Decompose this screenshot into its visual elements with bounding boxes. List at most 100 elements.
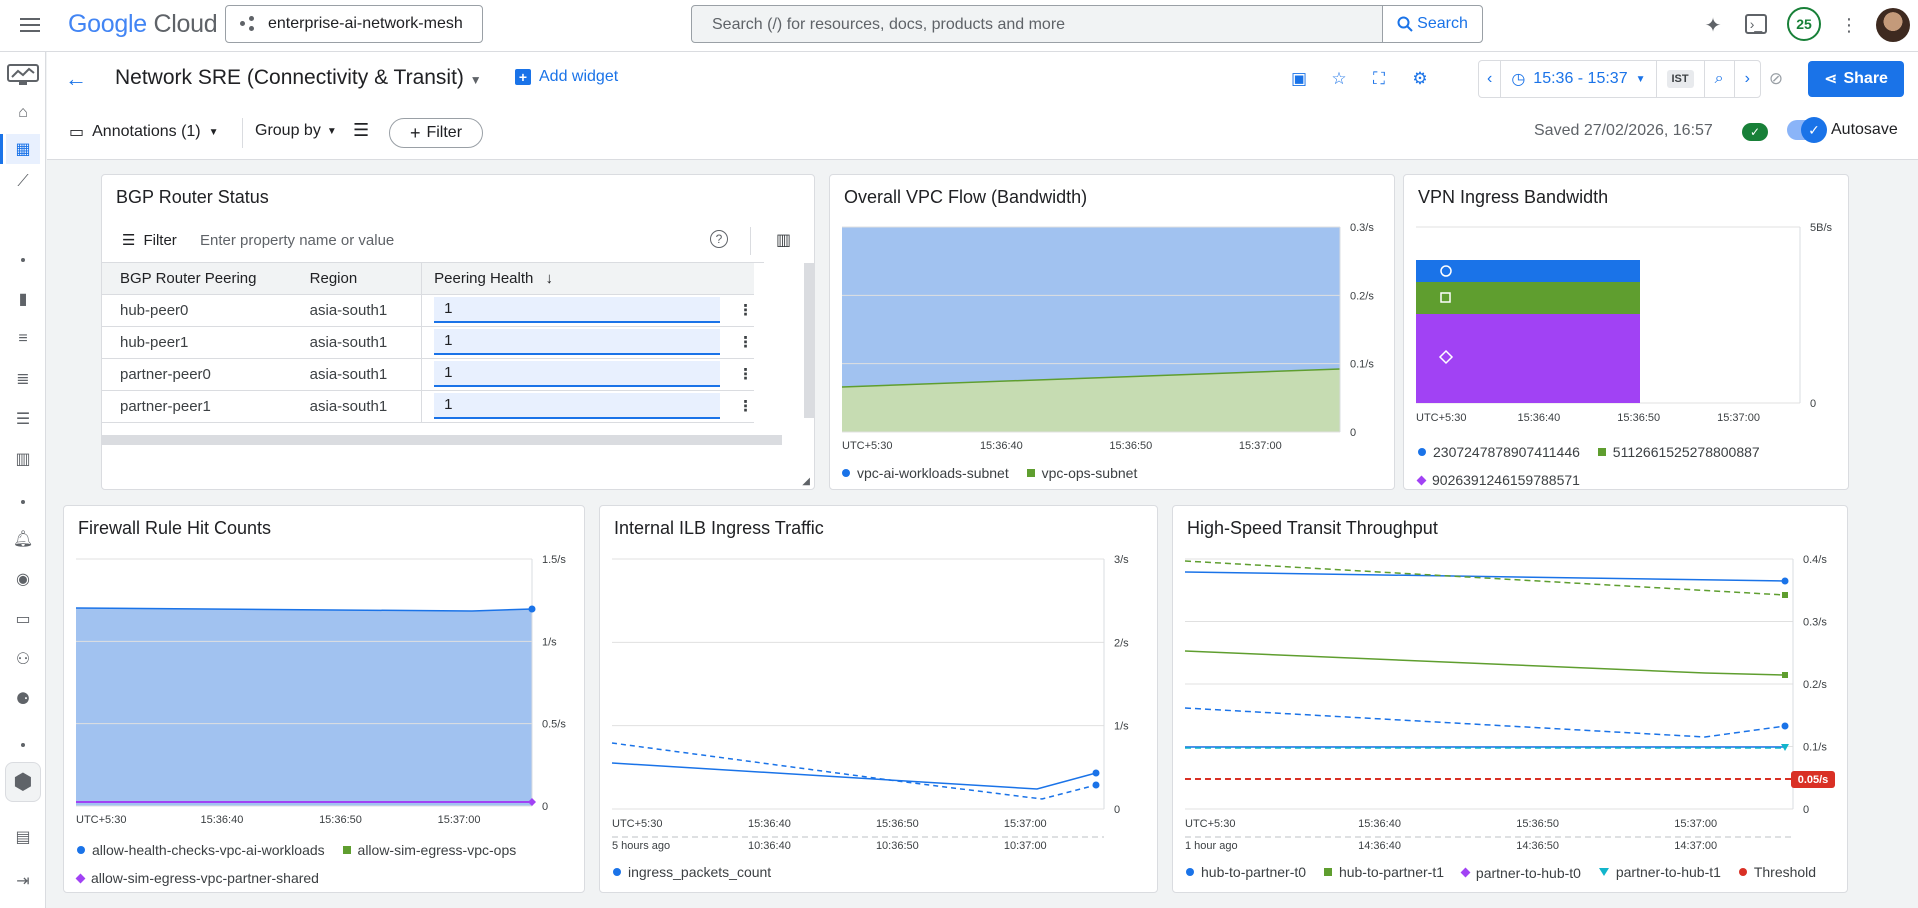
table-filter-button[interactable]: ☰ Filter <box>122 231 177 250</box>
table-row[interactable]: partner-peer1 asia-south1 1 ⋮ <box>102 390 754 423</box>
legend-item[interactable]: 9026391246159788571 <box>1416 467 1580 494</box>
legend-swatch <box>342 846 351 854</box>
project-picker[interactable]: enterprise-ai-network-mesh <box>225 5 483 43</box>
legend-item[interactable]: 5112661525278800887 <box>1597 439 1760 466</box>
search-input[interactable]: Search (/) for resources, docs, products… <box>712 16 1066 33</box>
trace-icon[interactable]: ☰ <box>15 411 31 428</box>
home-icon[interactable]: ⌂ <box>18 104 28 121</box>
legend-item[interactable]: allow-sim-egress-vpc-partner-shared <box>75 865 319 892</box>
search-bar[interactable]: Search (/) for resources, docs, products… <box>691 5 1483 43</box>
saved-timestamp: Saved 27/02/2026, 16:57 <box>1534 122 1713 139</box>
col-header-region[interactable]: Region <box>291 263 422 295</box>
share-label: Share <box>1843 70 1888 87</box>
vpc-flow-chart[interactable]: 0.3/s 0.2/s 0.1/s 0 UTC+5:30 15:36:40 15:36:50… <box>830 175 1396 491</box>
annotations-button[interactable]: ▭ Annotations (1) ▼ <box>69 122 219 142</box>
notifications-badge[interactable]: 25 <box>1787 7 1821 41</box>
avatar[interactable] <box>1876 8 1910 42</box>
legend-item[interactable]: allow-sim-egress-vpc-ops <box>342 837 516 864</box>
table-row[interactable]: hub-peer0 asia-south1 1 ⋮ <box>102 294 754 327</box>
more-vert-icon[interactable]: ⋮ <box>1840 14 1858 35</box>
col-header-health[interactable]: Peering Health ↓ <box>421 263 721 295</box>
release-notes-icon[interactable]: ▤ <box>15 829 31 846</box>
row-menu-icon[interactable]: ⋮ <box>720 390 754 423</box>
row-menu-icon[interactable]: ⋮ <box>720 358 754 391</box>
ilb-chart[interactable]: 3/s 2/s 1/s 0 UTC+5:30 15:36:40 15:36:50 15:37:… <box>600 506 1159 894</box>
row-menu-icon[interactable]: ⋮ <box>720 326 754 359</box>
autosave-switch[interactable]: ✓ <box>1787 117 1827 143</box>
groups-icon[interactable]: ⚇ <box>15 651 31 668</box>
expand-nav-icon[interactable]: ⇥ <box>16 873 30 890</box>
legend-item[interactable]: hub-to-partner-t1 <box>1323 864 1444 880</box>
dashboards-icon[interactable]: ▦ <box>6 134 40 164</box>
bar-chart-icon[interactable]: ▮ <box>18 291 28 308</box>
fullscreen-icon[interactable]: ⛶ <box>1373 69 1385 88</box>
legend-item[interactable]: vpc-ops-subnet <box>1026 465 1137 481</box>
time-range-selector[interactable]: ◷ 15:36 - 15:37 ▼ <box>1501 61 1657 97</box>
time-back-button[interactable]: ‹ <box>1479 61 1502 97</box>
star-icon[interactable]: ☆ <box>1331 69 1347 88</box>
legend-item[interactable]: allow-health-checks-vpc-ai-workloads <box>77 837 325 864</box>
monitoring-product-icon[interactable] <box>6 62 40 88</box>
x-tick-label: UTC+5:30 <box>1416 412 1466 424</box>
y-tick-label: 0.1/s <box>1350 359 1374 371</box>
legend-item[interactable]: ingress_packets_count <box>613 864 771 880</box>
legend-label: vpc-ai-workloads-subnet <box>857 465 1009 481</box>
metrics-explorer-icon[interactable]: ⟋ <box>17 173 29 190</box>
marker-diamond <box>1438 349 1454 365</box>
table-row[interactable]: hub-peer1 asia-south1 1 ⋮ <box>102 326 754 359</box>
time-forward-button[interactable]: › <box>1744 70 1750 87</box>
add-widget-button[interactable]: + Add widget <box>515 68 618 86</box>
zoom-icon[interactable]: ⌕ <box>1705 61 1735 97</box>
back-arrow-icon[interactable]: ← <box>65 66 87 91</box>
gemini-sparkle-icon[interactable]: ✦ <box>1704 14 1722 37</box>
logs-search-icon[interactable]: ≣ <box>16 371 30 388</box>
group-by-button[interactable]: Group by ▼ <box>255 122 337 140</box>
services-icon[interactable]: ⚈ <box>15 691 31 708</box>
main-menu-icon[interactable] <box>18 14 42 38</box>
transit-chart[interactable]: 0.4/s 0.3/s 0.2/s 0.1/s 0 UTC+5:30 15:36:40 15:… <box>1173 506 1849 894</box>
vertical-scrollbar[interactable] <box>804 263 814 418</box>
synthetic-monitor-icon[interactable]: ▭ <box>15 611 31 628</box>
table-filter-input[interactable]: Enter property name or value <box>200 232 395 249</box>
table-row[interactable]: partner-peer0 asia-south1 1 ⋮ <box>102 358 754 391</box>
area-vpc-ops <box>842 369 1340 432</box>
add-filter-chip[interactable]: + Filter <box>389 118 483 148</box>
autosave-toggle[interactable]: ✓ Autosave <box>1787 117 1898 143</box>
settings-gear-icon[interactable]: ⚙ <box>1412 69 1428 88</box>
firewall-chart[interactable]: 1.5/s 1/s 0.5/s 0 UTC+5:30 15:36:40 15:36:50 15… <box>64 506 586 894</box>
list-icon[interactable]: ≡ <box>18 330 28 347</box>
dashboard-title[interactable]: Network SRE (Connectivity & Transit) ▼ <box>115 66 482 90</box>
feedback-icon[interactable]: ▣ <box>1290 69 1308 88</box>
cell-peering: hub-peer0 <box>102 294 292 327</box>
google-cloud-logo[interactable]: Google Cloud <box>68 10 218 39</box>
filter-list-icon: ☰ <box>122 232 136 249</box>
apps-hub-icon[interactable]: ⬢ <box>5 762 41 802</box>
column-display-icon[interactable]: ▥ <box>776 232 792 249</box>
legend-item[interactable]: partner-to-hub-t1 <box>1598 864 1721 880</box>
legend-item[interactable]: Threshold <box>1738 864 1816 880</box>
time-range-picker[interactable]: ‹ ◷ 15:36 - 15:37 ▼ IST ⌕ › <box>1478 60 1761 98</box>
point-hub-to-partner-t0 <box>1781 577 1789 585</box>
legend-item[interactable]: hub-to-partner-t0 <box>1186 864 1306 880</box>
vpn-ingress-chart[interactable]: 5B/s 0 UTC+5:30 15:36:40 15:36:50 15:37:00 <box>1404 175 1850 491</box>
alerting-bell-icon[interactable]: 🔔︎ <box>12 531 34 548</box>
legend-item[interactable]: vpc-ai-workloads-subnet <box>842 465 1009 481</box>
cloud-shell-icon[interactable]: ›_ <box>1745 14 1767 34</box>
filter-list-icon[interactable]: ☰ <box>353 120 370 140</box>
profiler-icon[interactable]: ▥ <box>15 451 31 468</box>
x-tick-label: 15:36:40 <box>1358 818 1401 830</box>
legend-item[interactable]: 2307247878907411446 <box>1418 439 1580 466</box>
legend-item[interactable]: partner-to-hub-t0 <box>1460 865 1581 881</box>
uptime-icon[interactable]: ◉ <box>16 571 30 588</box>
legend-swatch <box>613 868 621 876</box>
cell-peering: partner-peer0 <box>102 358 292 391</box>
resize-handle-icon[interactable]: ◢ <box>802 476 810 487</box>
horizontal-scrollbar[interactable] <box>102 435 782 445</box>
col-header-peering[interactable]: BGP Router Peering <box>102 263 292 295</box>
search-button[interactable]: Search <box>1382 6 1482 42</box>
row-menu-icon[interactable]: ⋮ <box>720 294 754 327</box>
share-button[interactable]: ⋖ Share <box>1808 61 1904 97</box>
auto-refresh-off-icon[interactable]: ⊘ <box>1768 69 1784 88</box>
help-icon[interactable]: ? <box>710 230 728 248</box>
timezone-chip[interactable]: IST <box>1657 61 1705 97</box>
